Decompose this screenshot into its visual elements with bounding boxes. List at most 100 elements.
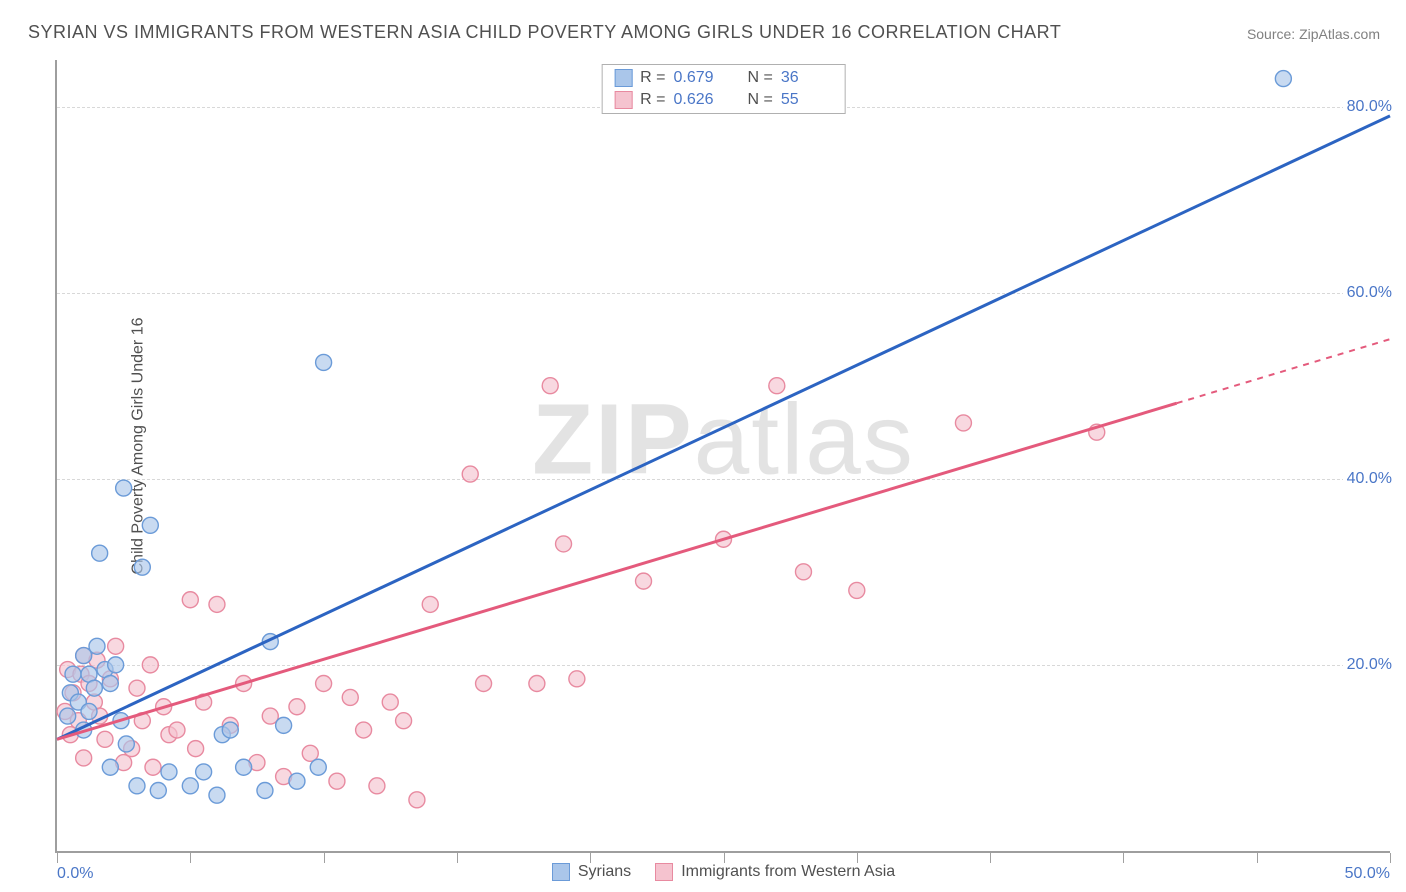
data-point-western_asia [409,792,425,808]
x-tick [857,853,858,863]
data-point-syrians [92,545,108,561]
data-point-syrians [102,759,118,775]
data-point-syrians [129,778,145,794]
source-label: Source: [1247,26,1295,42]
legend-swatch-western-asia [655,863,673,881]
x-tick [724,853,725,863]
r-value-western-asia: 0.626 [674,91,726,109]
data-point-western_asia [142,657,158,673]
data-point-syrians [222,722,238,738]
x-tick [324,853,325,863]
trend-line-syrians [57,116,1390,739]
data-point-syrians [182,778,198,794]
data-point-syrians [316,354,332,370]
legend-stats-row-western-asia: R = 0.626 N = 55 [602,89,845,111]
x-tick [590,853,591,863]
data-point-syrians [257,783,273,799]
legend-item-western-asia: Immigrants from Western Asia [655,863,895,881]
n-value-syrians: 36 [781,69,833,87]
x-tick [1390,853,1391,863]
data-point-western_asia [145,759,161,775]
data-point-western_asia [849,582,865,598]
data-point-western_asia [476,675,492,691]
x-tick-label: 0.0% [57,865,93,883]
data-point-western_asia [129,680,145,696]
data-point-syrians [65,666,81,682]
data-point-western_asia [569,671,585,687]
data-point-western_asia [209,596,225,612]
data-point-western_asia [955,415,971,431]
data-point-western_asia [182,592,198,608]
data-point-western_asia [769,378,785,394]
x-tick-label: 50.0% [1345,865,1390,883]
data-point-western_asia [316,675,332,691]
n-label: N = [748,69,773,87]
data-point-syrians [161,764,177,780]
data-point-syrians [276,717,292,733]
x-tick [1123,853,1124,863]
data-point-western_asia [289,699,305,715]
x-tick [1257,853,1258,863]
legend-swatch-syrians [552,863,570,881]
legend-stats-box: R = 0.679 N = 36 R = 0.626 N = 55 [601,64,846,114]
legend-item-syrians: Syrians [552,863,631,881]
data-point-syrians [108,657,124,673]
data-point-syrians [310,759,326,775]
data-point-western_asia [356,722,372,738]
data-point-western_asia [795,564,811,580]
data-point-syrians [134,559,150,575]
data-point-western_asia [76,750,92,766]
r-label: R = [640,69,665,87]
data-point-western_asia [169,722,185,738]
data-point-western_asia [369,778,385,794]
plot-area: ZIPatlas R = 0.679 N = 36 R = 0.626 N = … [55,60,1390,853]
legend-swatch-syrians [614,69,632,87]
data-point-syrians [209,787,225,803]
x-tick [190,853,191,863]
data-point-syrians [81,703,97,719]
data-point-western_asia [396,713,412,729]
trend-line-extrapolated-western_asia [1177,339,1390,403]
data-point-syrians [116,480,132,496]
n-label: N = [748,91,773,109]
legend-label-western-asia: Immigrants from Western Asia [681,863,895,881]
data-point-western_asia [636,573,652,589]
data-point-syrians [86,680,102,696]
source-attribution: Source: ZipAtlas.com [1247,26,1380,42]
trend-line-western_asia [57,403,1177,739]
data-point-syrians [150,783,166,799]
data-point-western_asia [382,694,398,710]
data-point-western_asia [542,378,558,394]
data-point-syrians [196,764,212,780]
r-label: R = [640,91,665,109]
r-value-syrians: 0.679 [674,69,726,87]
source-value: ZipAtlas.com [1299,26,1380,42]
data-point-syrians [142,517,158,533]
x-tick [990,853,991,863]
data-point-syrians [89,638,105,654]
data-point-syrians [236,759,252,775]
x-tick [457,853,458,863]
data-point-western_asia [97,731,113,747]
n-value-western-asia: 55 [781,91,833,109]
x-tick [57,853,58,863]
data-point-western_asia [188,741,204,757]
data-point-western_asia [108,638,124,654]
data-point-syrians [102,675,118,691]
data-point-western_asia [422,596,438,612]
chart-title: SYRIAN VS IMMIGRANTS FROM WESTERN ASIA C… [28,22,1061,43]
legend-series: Syrians Immigrants from Western Asia [57,863,1390,881]
plot-svg [57,60,1390,851]
data-point-western_asia [556,536,572,552]
data-point-western_asia [529,675,545,691]
data-point-syrians [60,708,76,724]
legend-stats-row-syrians: R = 0.679 N = 36 [602,67,845,89]
legend-label-syrians: Syrians [578,863,631,881]
data-point-western_asia [462,466,478,482]
data-point-western_asia [329,773,345,789]
data-point-western_asia [342,689,358,705]
data-point-syrians [118,736,134,752]
legend-swatch-western-asia [614,91,632,109]
data-point-syrians [289,773,305,789]
data-point-syrians [1275,71,1291,87]
